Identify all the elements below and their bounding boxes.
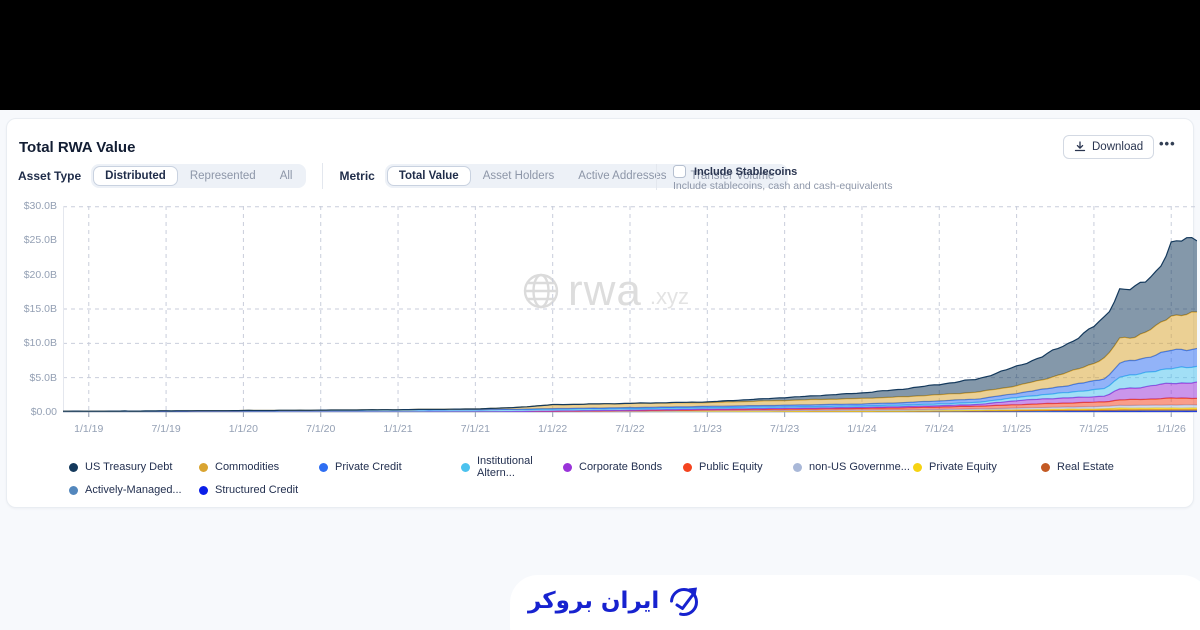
x-tick-label: 1/1/24 <box>847 423 877 435</box>
legend-dot <box>1041 462 1050 472</box>
legend-item-commodities[interactable]: Commodities <box>199 455 319 479</box>
legend-dot <box>461 462 470 472</box>
x-tick-label: 1/1/20 <box>228 423 258 435</box>
y-tick-label: $5.0B <box>29 371 57 384</box>
download-icon <box>1074 141 1086 153</box>
x-tick-label: 7/1/21 <box>460 423 490 435</box>
checkbox-divider <box>656 164 657 190</box>
legend-dot <box>69 485 78 495</box>
x-tick-label: 7/1/24 <box>924 423 954 435</box>
total-rwa-value-card: Total RWA Value Download ••• Asset Type … <box>6 118 1198 508</box>
legend-dot <box>793 462 802 472</box>
asset-type-option-all[interactable]: All <box>279 170 293 182</box>
page-title: Total RWA Value <box>19 139 136 156</box>
iranbroker-logo: ایران بروکر <box>528 583 703 619</box>
x-tick-label: 1/1/22 <box>538 423 568 435</box>
legend-dot <box>563 462 572 472</box>
more-options-button[interactable]: ••• <box>1159 136 1176 151</box>
iranbroker-wordmark: ایران بروکر <box>528 588 660 614</box>
include-stablecoins-label: Include Stablecoins <box>694 165 798 178</box>
top-black-bar <box>0 0 1200 110</box>
legend-label: Private Credit <box>335 461 402 473</box>
include-stablecoins-sublabel: Include stablecoins, cash and cash-equiv… <box>673 180 893 192</box>
legend-label: Institutional Altern... <box>477 455 533 479</box>
metric-segmented-control: Total Value Asset Holders Active Addresses… <box>384 164 789 188</box>
asset-type-option-represented[interactable]: Represented <box>189 170 256 182</box>
y-tick-label: $20.0B <box>23 268 57 281</box>
legend-item-us-treasury-debt[interactable]: US Treasury Debt <box>69 455 199 479</box>
legend-label: Structured Credit <box>215 484 299 496</box>
legend-dot <box>319 462 328 472</box>
download-button[interactable]: Download <box>1063 135 1155 159</box>
y-tick-label: $25.0B <box>23 234 57 247</box>
y-tick-label: $15.0B <box>23 303 57 315</box>
x-tick-label: 1/1/23 <box>692 423 722 435</box>
legend-label: US Treasury Debt <box>85 461 173 473</box>
stacked-area-chart[interactable] <box>63 206 1198 418</box>
download-label: Download <box>1092 141 1144 153</box>
include-stablecoins-group: Include Stablecoins Include stablecoins,… <box>673 165 892 192</box>
metric-option-total-value[interactable]: Total Value <box>386 166 471 186</box>
legend-dot <box>199 462 208 472</box>
legend-item-private-credit[interactable]: Private Credit <box>319 455 461 479</box>
x-tick-label: 7/1/22 <box>615 423 645 435</box>
legend-label: non-US Governme... <box>809 461 910 473</box>
metric-label: Metric <box>339 169 375 183</box>
filter-divider <box>322 163 324 189</box>
legend-label: Corporate Bonds <box>579 461 663 473</box>
legend-label: Actively-Managed... <box>85 484 182 496</box>
metric-option-active-addresses[interactable]: Active Addresses <box>578 170 667 182</box>
legend-dot <box>69 462 78 472</box>
x-tick-label: 1/1/25 <box>1001 423 1032 435</box>
legend-dot <box>913 462 922 472</box>
legend-item-corporate-bonds[interactable]: Corporate Bonds <box>563 455 683 479</box>
metric-option-transfer-volume[interactable]: Transfer Volume <box>690 170 775 182</box>
metric-option-asset-holders[interactable]: Asset Holders <box>482 170 555 182</box>
filter-bar: Asset Type Distributed Represented All Met… <box>18 163 789 189</box>
x-tick-label: 1/1/26 <box>1156 423 1186 435</box>
legend-label: Real Estate <box>1057 461 1114 473</box>
trend-circle-icon <box>667 583 703 619</box>
legend-dot <box>683 462 692 472</box>
legend-item-private-equity[interactable]: Private Equity <box>913 455 1041 479</box>
legend-item-institutional-altern[interactable]: Institutional Altern... <box>461 455 563 479</box>
y-tick-label: $30.0B <box>23 200 57 212</box>
legend-label: Private Equity <box>929 461 997 473</box>
legend-label: Public Equity <box>699 461 763 473</box>
x-tick-label: 1/1/21 <box>383 423 413 435</box>
legend-item-actively-managed[interactable]: Actively-Managed... <box>69 484 199 496</box>
x-tick-label: 1/1/19 <box>74 423 104 435</box>
x-tick-label: 7/1/20 <box>306 423 336 435</box>
asset-type-option-distributed[interactable]: Distributed <box>93 166 178 186</box>
asset-type-segmented-control: Distributed Represented All <box>91 164 307 188</box>
legend-item-real-estate[interactable]: Real Estate <box>1041 455 1141 479</box>
legend-item-structured-credit[interactable]: Structured Credit <box>199 484 319 496</box>
asset-type-label: Asset Type <box>18 169 82 183</box>
legend-item-public-equity[interactable]: Public Equity <box>683 455 793 479</box>
x-tick-label: 7/1/25 <box>1079 423 1109 435</box>
legend-dot <box>199 485 208 495</box>
x-tick-label: 7/1/19 <box>151 423 181 435</box>
legend-label: Commodities <box>215 461 280 473</box>
chart-legend: US Treasury Debt Commodities Private Credi… <box>69 455 1189 496</box>
legend-item-non-us-governme[interactable]: non-US Governme... <box>793 455 913 479</box>
footer-logo-panel <box>510 575 1200 630</box>
x-tick-label: 7/1/23 <box>770 423 800 435</box>
y-tick-label: $0.00 <box>30 406 57 418</box>
y-tick-label: $10.0B <box>23 337 57 350</box>
include-stablecoins-checkbox[interactable] <box>673 165 686 178</box>
